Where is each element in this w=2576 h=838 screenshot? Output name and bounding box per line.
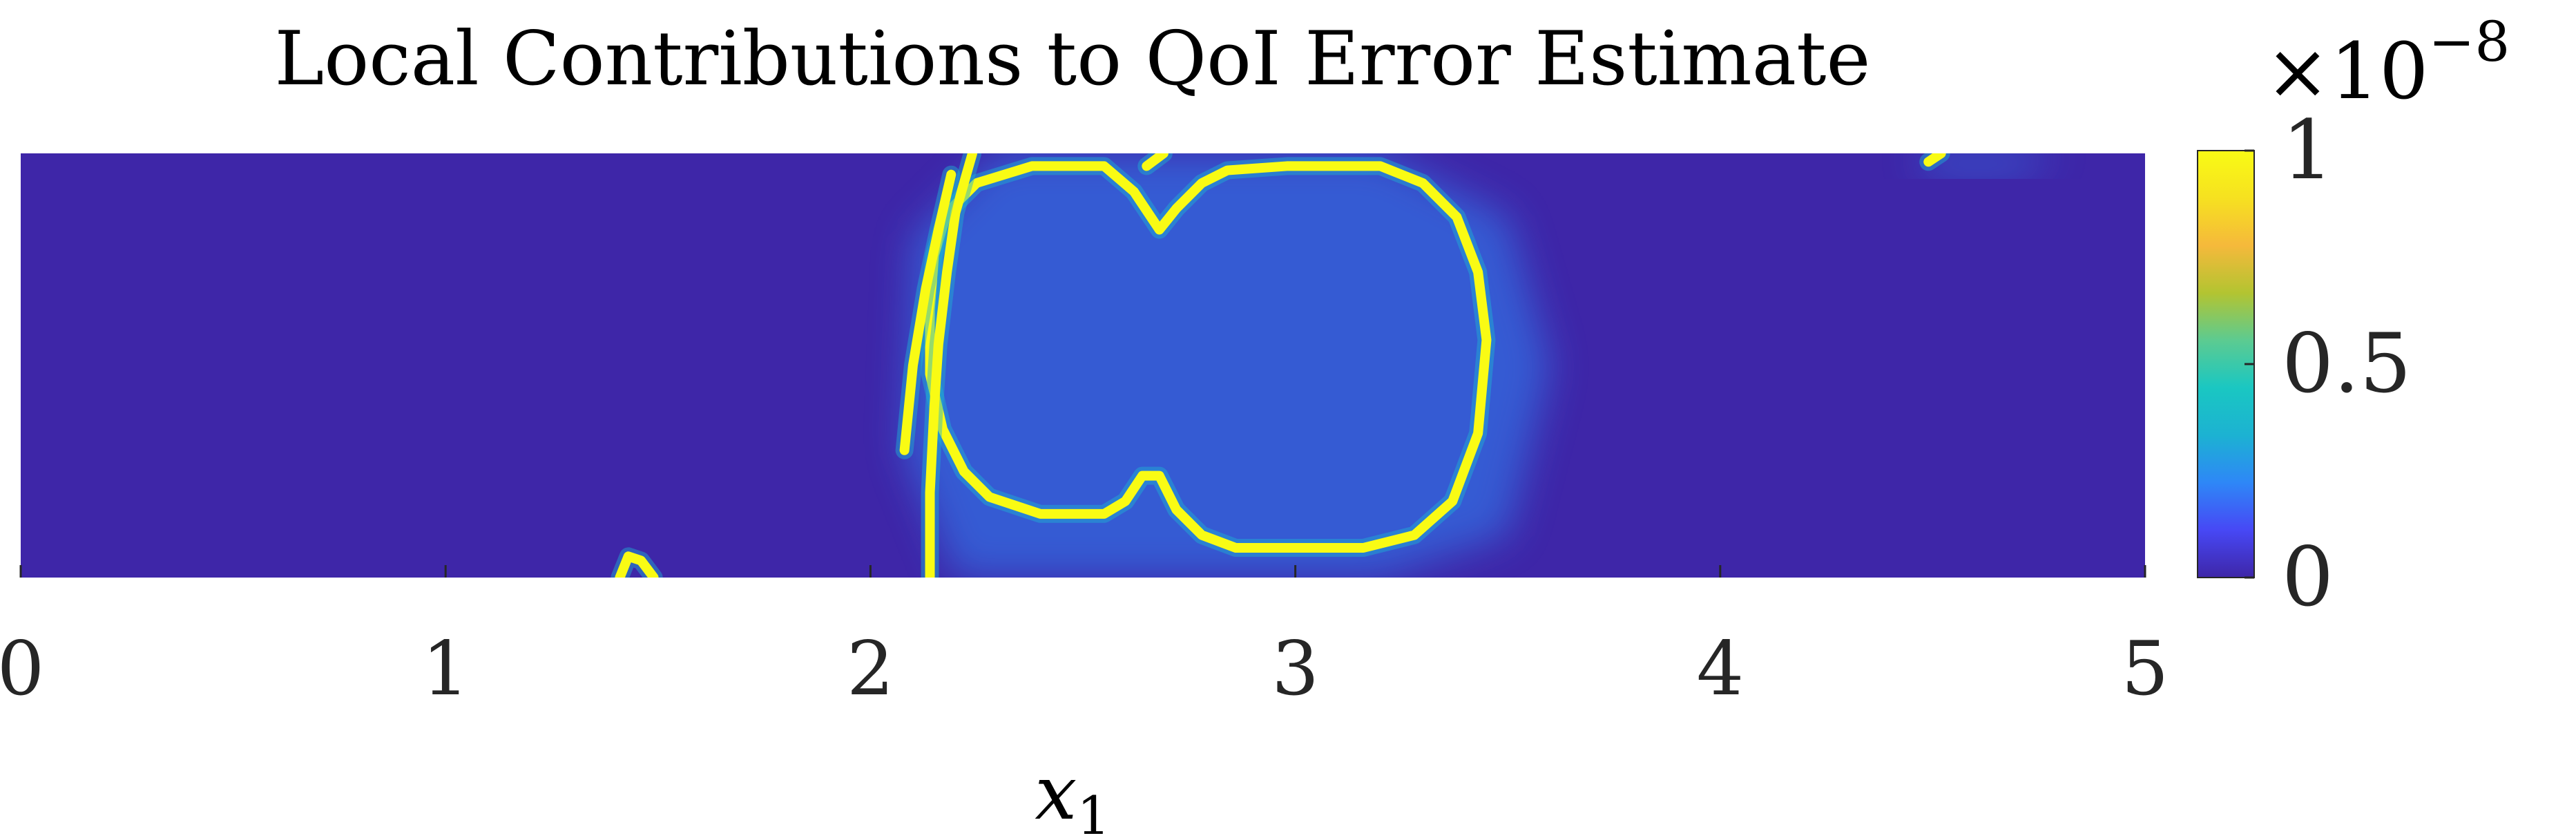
feature-layer xyxy=(611,153,1950,578)
x-axis-label: x1 xyxy=(1035,750,1110,838)
top-fragment-1 xyxy=(1142,153,1169,171)
x-tick-label-5: 5 xyxy=(2122,626,2169,712)
x-tick-label-3: 3 xyxy=(1271,626,1319,712)
colorbar-multiplier-exponent: −8 xyxy=(2428,10,2510,74)
x-tick-label-4: 4 xyxy=(1696,626,1744,712)
colorbar-tick-label-0.5: 0.5 xyxy=(2282,316,2412,411)
chart-title: Local Contributions to QoI Error Estimat… xyxy=(275,16,1871,102)
open-front-a xyxy=(925,153,978,578)
x-axis-label-subscript: 1 xyxy=(1077,785,1110,838)
halo-layer xyxy=(904,153,2060,578)
bottom-fragment xyxy=(615,551,659,578)
x-axis-ticks: 0 1 2 3 4 5 xyxy=(0,565,2169,712)
colorbar-tick-label-0: 0 xyxy=(2282,529,2334,625)
colorbar-multiplier: ×10−8 xyxy=(2265,10,2510,117)
halo-closed-front xyxy=(904,153,1550,578)
x-axis-label-base: x xyxy=(1035,750,1077,837)
x-tick-label-1: 1 xyxy=(422,626,470,712)
x-tick-label-2: 2 xyxy=(847,626,894,712)
top-fragment-2 xyxy=(1923,153,1946,167)
halo-top-right xyxy=(1911,153,2060,175)
colorbar-multiplier-base: ×10 xyxy=(2265,27,2428,117)
closed-front-loop xyxy=(925,161,1492,553)
colorbar-ticks: 00.51 xyxy=(2245,102,2412,625)
colorbar-tick-label-1: 1 xyxy=(2282,102,2334,198)
x-tick-label-0: 0 xyxy=(0,626,44,712)
open-front-b xyxy=(899,169,957,455)
